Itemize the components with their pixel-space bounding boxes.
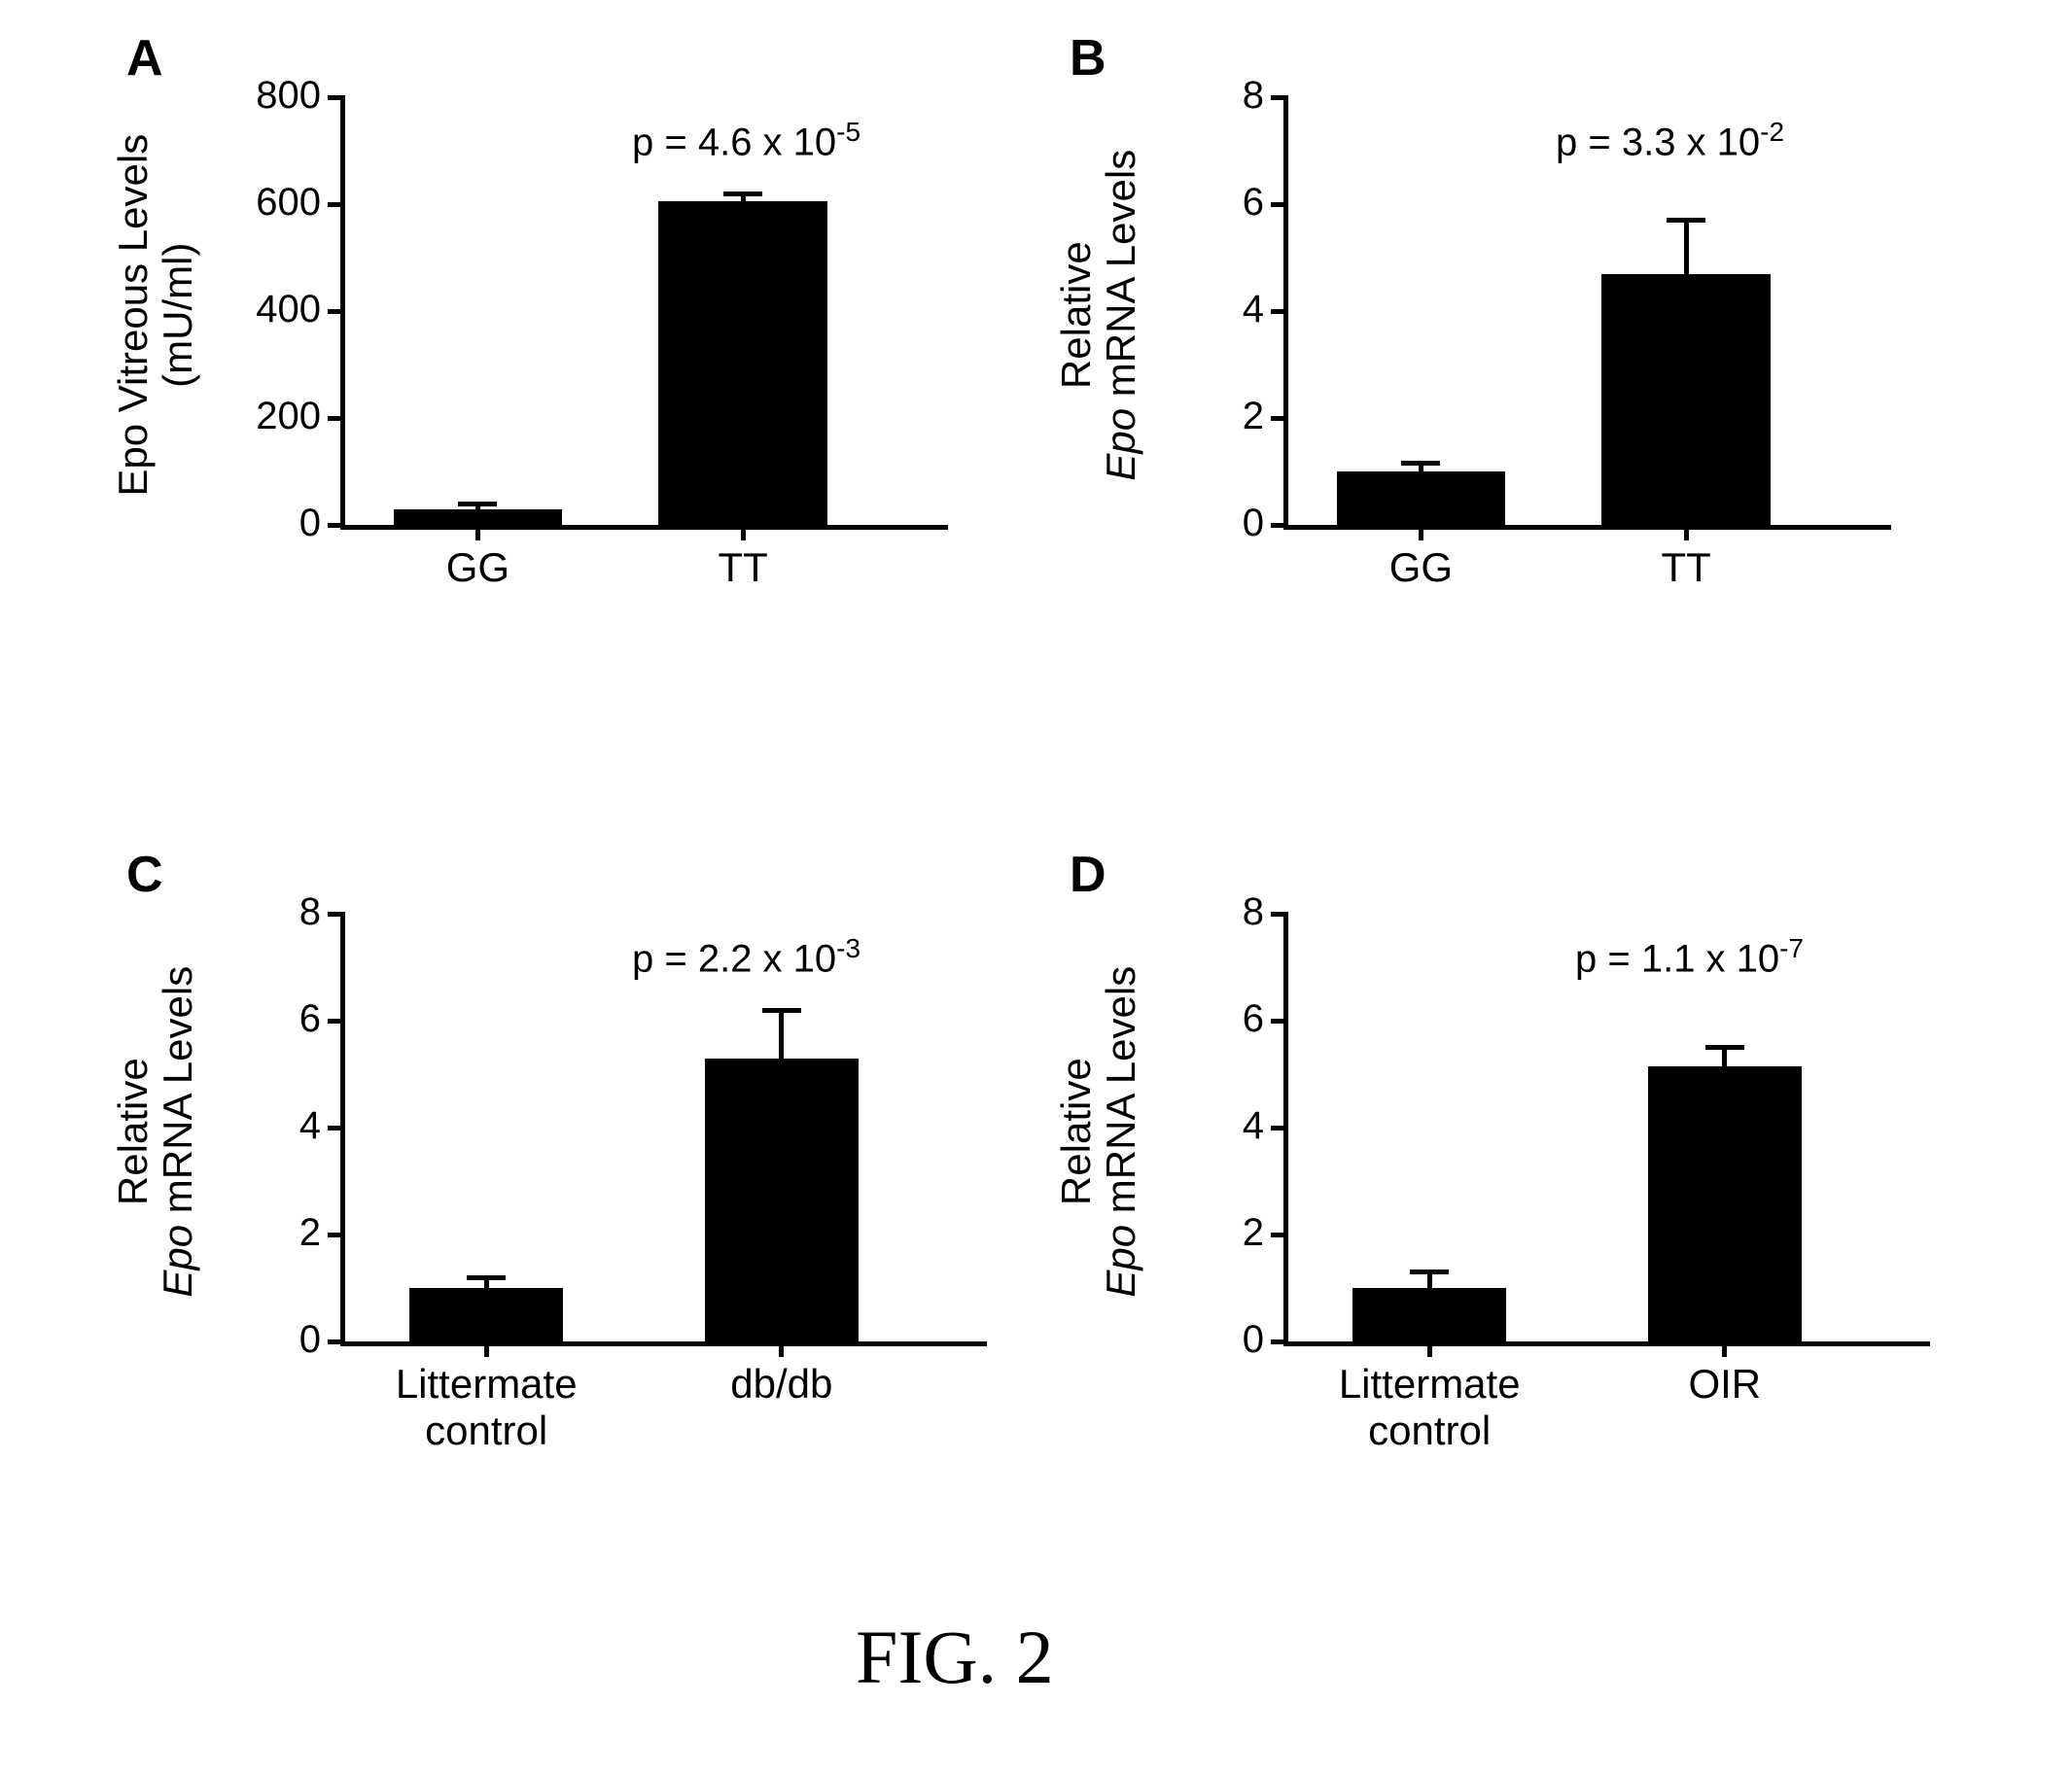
panel-a: A 0200400600800GGTT p = 4.6 x 10-5 Epo V… bbox=[126, 29, 1138, 719]
y-tick bbox=[328, 309, 345, 314]
x-tick bbox=[1722, 1341, 1727, 1357]
bar bbox=[1352, 914, 1506, 1341]
y-tick bbox=[328, 1126, 345, 1130]
error-cap bbox=[1401, 461, 1440, 466]
panel-d-pvalue: p = 1.1 x 10-7 bbox=[1575, 933, 1804, 981]
x-tick bbox=[1684, 525, 1689, 540]
y-axis-label: RelativeEpo mRNA Levels bbox=[111, 918, 200, 1345]
bar bbox=[1337, 97, 1506, 525]
error-cap bbox=[762, 1008, 801, 1013]
x-category-label: OIR bbox=[1569, 1361, 1880, 1408]
y-tick bbox=[1271, 1126, 1288, 1130]
y-tick-label: 0 bbox=[1157, 1318, 1264, 1362]
y-tick-label: 4 bbox=[1157, 288, 1264, 331]
y-tick bbox=[328, 523, 345, 528]
error-cap bbox=[467, 1275, 506, 1280]
panel-b: B 02468GGTT p = 3.3 x 10-2 RelativeEpo m… bbox=[1070, 29, 2072, 719]
panel-c-pvalue: p = 2.2 x 10-3 bbox=[632, 933, 860, 981]
y-tick bbox=[1271, 912, 1288, 917]
panel-d: D 0 2 4 6 8 LittermatecontrolOIR p = 1.1 x 10… bbox=[1070, 846, 2072, 1536]
y-tick-label: 4 bbox=[1157, 1104, 1264, 1148]
x-tick bbox=[779, 1341, 784, 1357]
panel-a-pvalue: p = 4.6 x 10-5 bbox=[632, 117, 860, 164]
x-category-label: Littermatecontrol bbox=[331, 1361, 642, 1455]
x-tick bbox=[1427, 1341, 1432, 1357]
x-category-label: db/db bbox=[626, 1361, 937, 1408]
error-bar bbox=[1684, 221, 1689, 274]
panel-d-label: D bbox=[1070, 846, 1106, 904]
y-tick-label: 2 bbox=[214, 1211, 321, 1255]
error-cap bbox=[1410, 1270, 1449, 1274]
panel-c: C 0 2 4 6 8 Littermatecontroldb/db p = 2.2 x … bbox=[126, 846, 1176, 1536]
x-category-label: TT bbox=[1530, 544, 1842, 591]
bar-fill bbox=[658, 201, 827, 525]
error-bar bbox=[779, 1010, 784, 1059]
panel-a-label: A bbox=[126, 29, 163, 87]
x-tick bbox=[484, 1341, 489, 1357]
bar-fill bbox=[1601, 274, 1771, 526]
y-tick-label: 0 bbox=[214, 502, 321, 545]
y-tick bbox=[328, 1019, 345, 1024]
y-tick-label: 8 bbox=[214, 890, 321, 934]
y-tick-label: 200 bbox=[214, 395, 321, 438]
y-tick bbox=[1271, 1233, 1288, 1237]
y-tick-label: 800 bbox=[214, 74, 321, 118]
y-tick bbox=[1271, 523, 1288, 528]
y-tick-label: 6 bbox=[214, 997, 321, 1041]
x-tick bbox=[475, 525, 480, 540]
panel-b-label: B bbox=[1070, 29, 1106, 87]
bar-fill bbox=[705, 1059, 859, 1342]
panel-b-pvalue: p = 3.3 x 10-2 bbox=[1556, 117, 1784, 164]
y-tick bbox=[328, 912, 345, 917]
bar-fill bbox=[1352, 1288, 1506, 1341]
y-tick bbox=[328, 202, 345, 207]
y-tick bbox=[328, 1233, 345, 1237]
x-category-label: Littermatecontrol bbox=[1274, 1361, 1585, 1455]
figure-2: A 0200400600800GGTT p = 4.6 x 10-5 Epo V… bbox=[0, 0, 2072, 1774]
y-axis-label: RelativeEpo mRNA Levels bbox=[1054, 918, 1143, 1345]
error-cap bbox=[1705, 1045, 1744, 1050]
bar bbox=[409, 914, 563, 1341]
y-tick bbox=[1271, 95, 1288, 100]
y-tick-label: 6 bbox=[1157, 997, 1264, 1041]
y-tick-label: 8 bbox=[1157, 890, 1264, 934]
bar-fill bbox=[1337, 471, 1506, 525]
y-tick-label: 2 bbox=[1157, 1211, 1264, 1255]
bar-fill bbox=[1648, 1066, 1802, 1341]
y-tick bbox=[1271, 309, 1288, 314]
bar-fill bbox=[394, 509, 563, 526]
y-tick bbox=[1271, 416, 1288, 421]
y-tick bbox=[328, 95, 345, 100]
y-tick-label: 8 bbox=[1157, 74, 1264, 118]
error-cap bbox=[1667, 218, 1705, 223]
y-tick bbox=[1271, 202, 1288, 207]
bar-fill bbox=[409, 1288, 563, 1341]
y-tick bbox=[328, 1339, 345, 1344]
y-tick-label: 4 bbox=[214, 1104, 321, 1148]
y-tick-label: 600 bbox=[214, 181, 321, 225]
y-tick-label: 0 bbox=[1157, 502, 1264, 545]
y-tick bbox=[1271, 1019, 1288, 1024]
error-cap bbox=[723, 191, 762, 196]
figure-caption: FIG. 2 bbox=[856, 1614, 1054, 1701]
y-axis-label: RelativeEpo mRNA Levels bbox=[1054, 101, 1143, 529]
x-category-label: TT bbox=[587, 544, 898, 591]
bar bbox=[394, 97, 563, 525]
panel-c-label: C bbox=[126, 846, 163, 904]
y-tick-label: 2 bbox=[1157, 395, 1264, 438]
y-tick bbox=[1271, 1339, 1288, 1344]
y-tick bbox=[328, 416, 345, 421]
y-tick-label: 400 bbox=[214, 288, 321, 331]
error-bar bbox=[1722, 1048, 1727, 1066]
y-axis-label: Epo Vitreous Levels(mU/ml) bbox=[111, 101, 200, 529]
x-tick bbox=[741, 525, 746, 540]
error-cap bbox=[458, 502, 497, 506]
x-tick bbox=[1419, 525, 1423, 540]
y-tick-label: 0 bbox=[214, 1318, 321, 1362]
y-tick-label: 6 bbox=[1157, 181, 1264, 225]
